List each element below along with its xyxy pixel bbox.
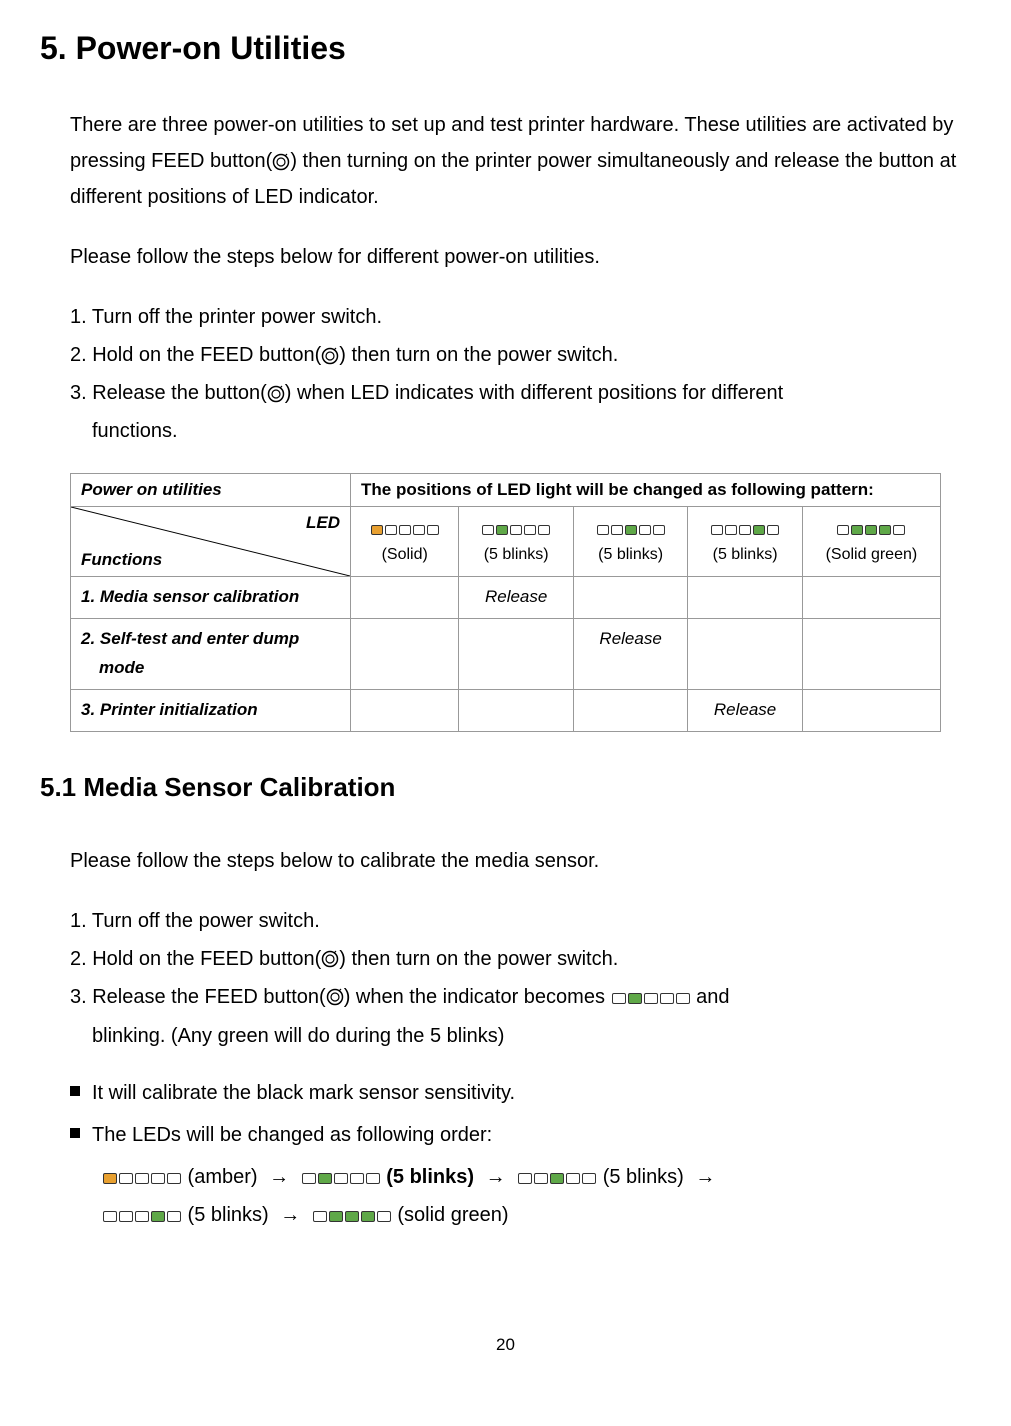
arrow-icon: → [280,1204,300,1226]
bullet-square-icon [70,1086,80,1096]
pattern-col-3: (5 blinks) [688,507,802,577]
release-cell [351,689,459,731]
step-a3-post: ) when LED indicates with different posi… [285,382,783,404]
feed-button-icon [272,153,290,171]
step-b3-cont: blinking. (Any green will do during the … [92,1018,971,1054]
step-b3-mid: ) when the indicator becomes [344,986,611,1008]
bullet-2: The LEDs will be changed as following or… [70,1116,971,1154]
step-a3: 3. Release the button( ) when LED indicat… [70,375,971,411]
release-cell [351,618,459,689]
pattern-col-2: (5 blinks) [573,507,687,577]
led-pattern-table-container: Power on utilities The positions of LED … [70,473,941,732]
pattern-label-1: (5 blinks) [463,546,568,564]
step-b2-pre: 2. Hold on the FEED button( [70,948,321,970]
led-functions-header: LED Functions [71,507,351,577]
bullet-list: It will calibrate the black mark sensor … [70,1074,971,1154]
table-header-row-1: Power on utilities The positions of LED … [71,474,941,507]
release-cell: Release [459,577,573,619]
pattern-col-0: (Solid) [351,507,459,577]
release-cell [802,618,940,689]
function-name: 1. Media sensor calibration [71,577,351,619]
section-5-1-heading: 5.1 Media Sensor Calibration [40,772,971,803]
page-number: 20 [40,1335,971,1355]
step-a1: 1. Turn off the printer power switch. [70,299,971,335]
step-b3-post: and [691,986,730,1008]
release-cell [802,689,940,731]
intro-paragraph-2: Please follow the steps below for differ… [70,239,971,275]
feed-button-icon [267,385,285,403]
step-a2: 2. Hold on the FEED button( ) then turn o… [70,337,971,373]
release-cell [459,618,573,689]
step-b3: 3. Release the FEED button( ) when the in… [70,979,971,1016]
sequence-label: (5 blinks) [381,1166,480,1188]
functions-label: Functions [81,550,162,570]
pattern-label-0: (Solid) [355,546,454,564]
sequence-label: (5 blinks) [182,1204,274,1226]
step-a3-cont: functions. [92,413,971,449]
sequence-label: (solid green) [392,1204,509,1226]
table-row: 1. Media sensor calibration Release [71,577,941,619]
function-name: 3. Printer initialization [71,689,351,731]
table-header-right: The positions of LED light will be chang… [351,474,941,507]
table-header-left: Power on utilities [71,474,351,507]
arrow-icon: → [695,1166,715,1188]
table-row: 3. Printer initialization Release [71,689,941,731]
pattern-label-2: (5 blinks) [578,546,683,564]
arrow-icon: → [486,1166,506,1188]
release-cell: Release [688,689,802,731]
release-cell [573,577,687,619]
release-cell [802,577,940,619]
page-title: 5. Power-on Utilities [40,30,971,67]
bullet-2-text: The LEDs will be changed as following or… [92,1116,971,1154]
release-cell: Release [573,618,687,689]
release-cell [351,577,459,619]
step-b2: 2. Hold on the FEED button( ) then turn o… [70,941,971,977]
led-sequence: (amber) → (5 blinks) → (5 blinks) → (5 b… [102,1158,971,1235]
step-b3-pre: 3. Release the FEED button( [70,986,326,1008]
arrow-icon: → [269,1166,289,1188]
function-name: 2. Self-test and enter dumpmode [71,618,351,689]
steps-list-a: 1. Turn off the printer power switch. 2.… [70,299,971,449]
led-label: LED [306,513,340,533]
step-b1: 1. Turn off the power switch. [70,903,971,939]
bullet-1-text: It will calibrate the black mark sensor … [92,1074,971,1112]
step-b2-post: ) then turn on the power switch. [339,948,618,970]
feed-button-icon [321,950,339,968]
release-cell [688,618,802,689]
sequence-label: (5 blinks) [597,1166,689,1188]
intro-paragraph-1: There are three power-on utilities to se… [70,107,971,215]
pattern-col-1: (5 blinks) [459,507,573,577]
table-header-row-2: LED Functions (Solid) (5 blinks) (5 blin… [71,507,941,577]
led-indicator-inline [611,979,691,1016]
led-pattern-table: Power on utilities The positions of LED … [70,473,941,732]
table-row: 2. Self-test and enter dumpmode Release [71,618,941,689]
sequence-label: (amber) [182,1166,263,1188]
feed-button-icon [321,347,339,365]
pattern-label-4: (Solid green) [807,546,936,564]
feed-button-icon [326,988,344,1006]
step-a3-pre: 3. Release the button( [70,382,267,404]
calibration-intro: Please follow the steps below to calibra… [70,843,971,879]
release-cell [688,577,802,619]
step-a2-post: ) then turn on the power switch. [339,344,618,366]
release-cell [459,689,573,731]
step-a2-pre: 2. Hold on the FEED button( [70,344,321,366]
bullet-1: It will calibrate the black mark sensor … [70,1074,971,1112]
bullet-square-icon [70,1128,80,1138]
pattern-label-3: (5 blinks) [692,546,797,564]
release-cell [573,689,687,731]
steps-list-b: 1. Turn off the power switch. 2. Hold on… [70,903,971,1054]
pattern-col-4: (Solid green) [802,507,940,577]
